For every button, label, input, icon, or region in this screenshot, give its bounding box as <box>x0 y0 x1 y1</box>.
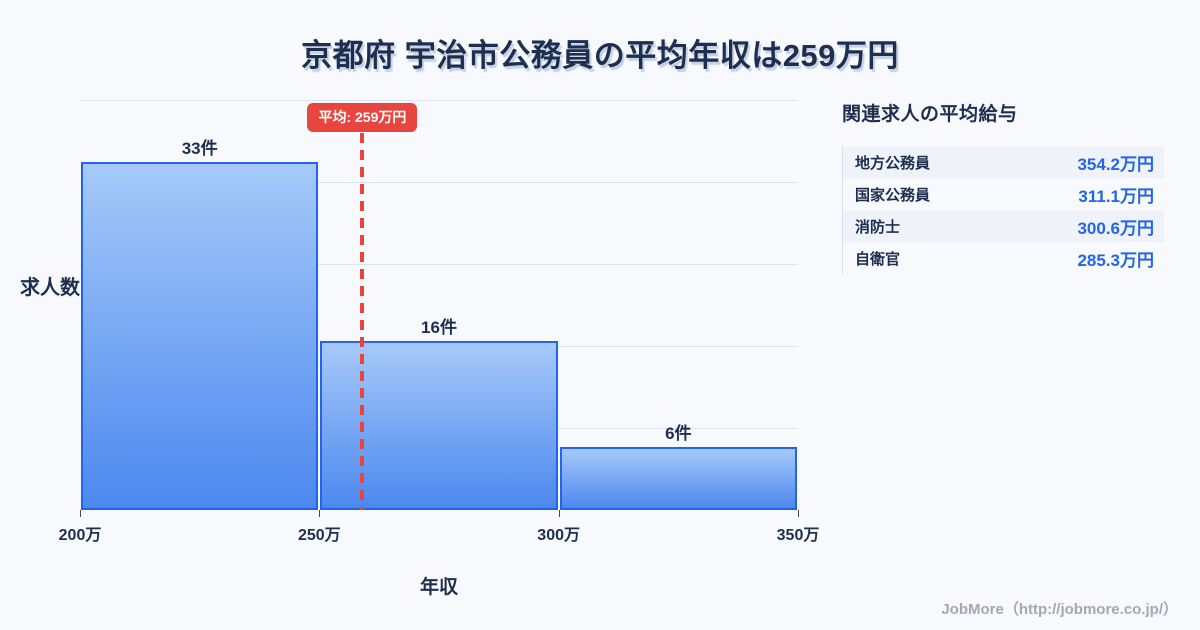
x-tick-label: 250万 <box>297 527 341 544</box>
x-tick-mark <box>558 510 560 517</box>
related-job-salary: 354.2万円 <box>1077 154 1154 174</box>
related-job-name: 地方公務員 <box>855 154 931 172</box>
average-dashed-line <box>360 133 364 510</box>
gridline <box>80 100 798 101</box>
average-badge: 平均: 259万円 <box>307 103 418 132</box>
x-tick-label: 300万 <box>537 527 581 544</box>
related-job-name: 自衛官 <box>855 250 901 268</box>
panel-heading: 関連求人の平均給与 <box>842 104 1018 125</box>
related-job-salary: 311.1万円 <box>1078 186 1154 206</box>
histogram-bars: 33件 16件 6件 <box>80 100 798 510</box>
histogram-plot: 33件 16件 6件 平均: 259万円 200万 250万 300万 350万 <box>59 100 819 544</box>
x-tick-label: 350万 <box>776 527 820 544</box>
related-job-salary: 300.6万円 <box>1077 218 1154 238</box>
y-axis-title: 求人数 <box>20 277 80 299</box>
x-tick-mark <box>80 510 81 517</box>
gridline <box>80 182 798 183</box>
x-tick-label: 200万 <box>58 527 102 544</box>
histogram-bar <box>559 446 797 510</box>
histogram-bar-group: 16件 <box>319 100 558 510</box>
histogram-bar-group: 33件 <box>80 100 319 510</box>
x-tick-mark <box>319 510 321 517</box>
bar-count-label: 33件 <box>181 139 218 159</box>
page-title: 京都府 宇治市公務員の平均年収は259万円 <box>301 38 899 73</box>
histogram-bar <box>81 162 319 510</box>
gridline <box>80 264 798 265</box>
bar-count-label: 6件 <box>665 423 692 443</box>
histogram-bar <box>320 341 558 510</box>
related-jobs-table: 地方公務員 354.2万円国家公務員 311.1万円消防士 300.6万円自衛官 285… <box>842 146 1164 274</box>
related-job-row: 地方公務員 354.2万円 <box>843 146 1164 178</box>
related-job-name: 消防士 <box>855 218 901 236</box>
x-tick-mark <box>798 510 799 517</box>
histogram-bar-group: 6件 <box>559 100 798 510</box>
related-job-name: 国家公務員 <box>855 186 931 204</box>
x-axis-title: 年収 <box>419 577 459 598</box>
related-job-row: 国家公務員 311.1万円 <box>843 178 1164 210</box>
site-credit: JobMore（http://jobmore.co.jp/） <box>941 601 1178 618</box>
bar-count-label: 16件 <box>421 318 457 338</box>
related-job-row: 消防士 300.6万円 <box>843 210 1164 242</box>
related-jobs-panel: 関連求人の平均給与 地方公務員 354.2万円国家公務員 311.1万円消防士 300… <box>842 99 1164 274</box>
related-job-salary: 285.3万円 <box>1077 250 1154 270</box>
related-job-row: 自衛官 285.3万円 <box>843 242 1164 274</box>
